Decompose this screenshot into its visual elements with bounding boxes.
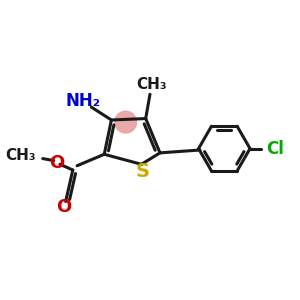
Text: O: O: [57, 198, 72, 216]
Text: NH₂: NH₂: [65, 92, 100, 110]
Text: CH₃: CH₃: [5, 148, 36, 163]
Text: CH₃: CH₃: [136, 77, 167, 92]
Text: S: S: [136, 162, 150, 181]
Text: O: O: [50, 154, 65, 172]
Text: Cl: Cl: [266, 140, 284, 158]
Circle shape: [115, 111, 136, 133]
